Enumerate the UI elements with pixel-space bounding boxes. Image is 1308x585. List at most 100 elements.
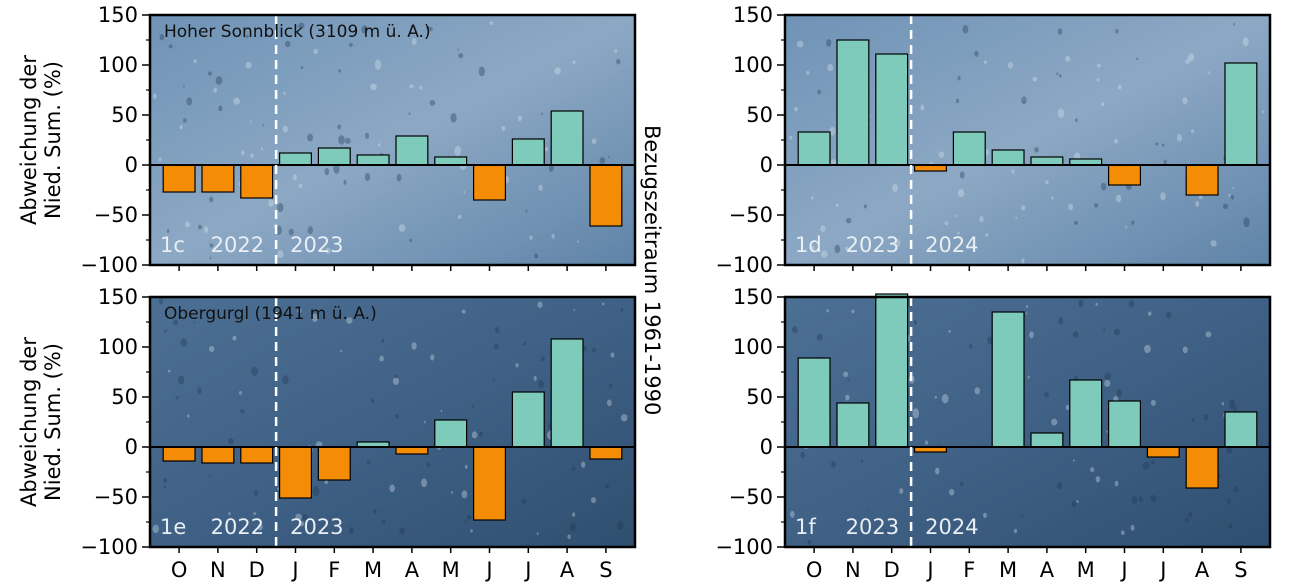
raindrop <box>348 526 355 534</box>
raindrop <box>1184 517 1189 523</box>
raindrop <box>292 174 297 181</box>
x-tick-label: F <box>328 558 340 582</box>
raindrop <box>411 38 417 46</box>
y-tick-label: 100 <box>733 53 773 77</box>
y-tick-label: −50 <box>94 485 138 509</box>
bar-1f-0 <box>797 357 831 448</box>
year-right-label: 2024 <box>925 515 978 539</box>
raindrop <box>1165 311 1172 319</box>
raindrop <box>796 40 804 48</box>
raindrop <box>1210 240 1217 247</box>
raindrop <box>844 246 849 251</box>
raindrop <box>458 53 464 59</box>
raindrop <box>179 125 184 129</box>
raindrop <box>408 112 411 116</box>
raindrop <box>396 173 402 182</box>
raindrop <box>934 395 937 399</box>
raindrop <box>1029 331 1034 339</box>
raindrop <box>366 460 371 465</box>
raindrop <box>297 308 302 314</box>
raindrop <box>529 235 533 240</box>
raindrop <box>429 26 433 32</box>
raindrop <box>1101 102 1105 107</box>
raindrop <box>288 228 294 236</box>
raindrop <box>298 22 305 29</box>
raindrop <box>607 155 610 158</box>
raindrop <box>333 164 340 174</box>
bar-1e-3 <box>278 446 313 499</box>
raindrop <box>426 462 431 468</box>
raindrop <box>424 420 426 424</box>
raindrop <box>554 67 561 75</box>
raindrop <box>1051 418 1058 426</box>
raindrop <box>298 183 303 189</box>
raindrop <box>792 326 798 333</box>
raindrop <box>395 414 399 419</box>
raindrop <box>551 233 555 239</box>
raindrop <box>245 61 252 69</box>
bar-1e-7 <box>434 419 468 448</box>
raindrop <box>620 413 628 422</box>
raindrop <box>208 474 211 478</box>
x-tick-label: S <box>599 558 612 582</box>
raindrop <box>1015 216 1018 220</box>
raindrop <box>1007 62 1014 69</box>
panel-id-label: 1f <box>795 515 816 539</box>
raindrop <box>1095 475 1101 483</box>
raindrop <box>253 512 256 516</box>
raindrop <box>1230 194 1234 200</box>
raindrop <box>372 509 377 515</box>
raindrop <box>370 83 377 91</box>
raindrop <box>228 512 231 516</box>
raindrop <box>1227 498 1231 504</box>
raindrop <box>1058 74 1062 78</box>
bar-1f-1 <box>836 402 870 448</box>
raindrop <box>1233 22 1236 26</box>
raindrop <box>1100 182 1107 191</box>
raindrop <box>1198 195 1203 200</box>
year-left-label: 2023 <box>846 515 899 539</box>
raindrop <box>285 40 291 48</box>
raindrop <box>179 395 181 398</box>
raindrop <box>470 529 473 533</box>
raindrop <box>985 232 989 237</box>
raindrop <box>166 229 170 233</box>
raindrop <box>617 520 624 531</box>
raindrop <box>956 98 960 104</box>
raindrop <box>381 338 385 343</box>
raindrop <box>464 464 468 469</box>
raindrop <box>1104 372 1112 381</box>
raindrop <box>457 214 462 219</box>
raindrop <box>959 171 965 179</box>
raindrop <box>569 522 577 532</box>
raindrop <box>193 59 197 63</box>
y-tick-label: −100 <box>80 535 138 559</box>
raindrop <box>863 204 867 209</box>
y-tick-label: 150 <box>98 285 138 309</box>
x-tick-label: S <box>1234 558 1247 582</box>
raindrop <box>450 113 457 123</box>
raindrop <box>1144 344 1151 354</box>
raindrop <box>163 478 167 484</box>
raindrop <box>1113 328 1121 336</box>
raindrop <box>577 240 580 243</box>
raindrop <box>343 179 347 185</box>
raindrop <box>282 375 289 385</box>
y-tick-label: −100 <box>715 253 773 277</box>
raindrop <box>213 87 217 93</box>
raindrop <box>1182 346 1188 354</box>
y-tick-label: 100 <box>733 335 773 359</box>
raindrop <box>820 225 826 233</box>
y-tick-label: −100 <box>80 253 138 277</box>
raindrop <box>957 75 961 81</box>
raindrop <box>175 395 179 400</box>
raindrop <box>851 309 855 314</box>
raindrop <box>429 99 436 106</box>
raindrop <box>1226 446 1233 454</box>
raindrop <box>247 64 250 67</box>
raindrop <box>1072 331 1079 338</box>
raindrop <box>983 512 987 519</box>
raindrop <box>1125 226 1128 229</box>
raindrop <box>1222 203 1229 210</box>
raindrop <box>1205 331 1212 338</box>
